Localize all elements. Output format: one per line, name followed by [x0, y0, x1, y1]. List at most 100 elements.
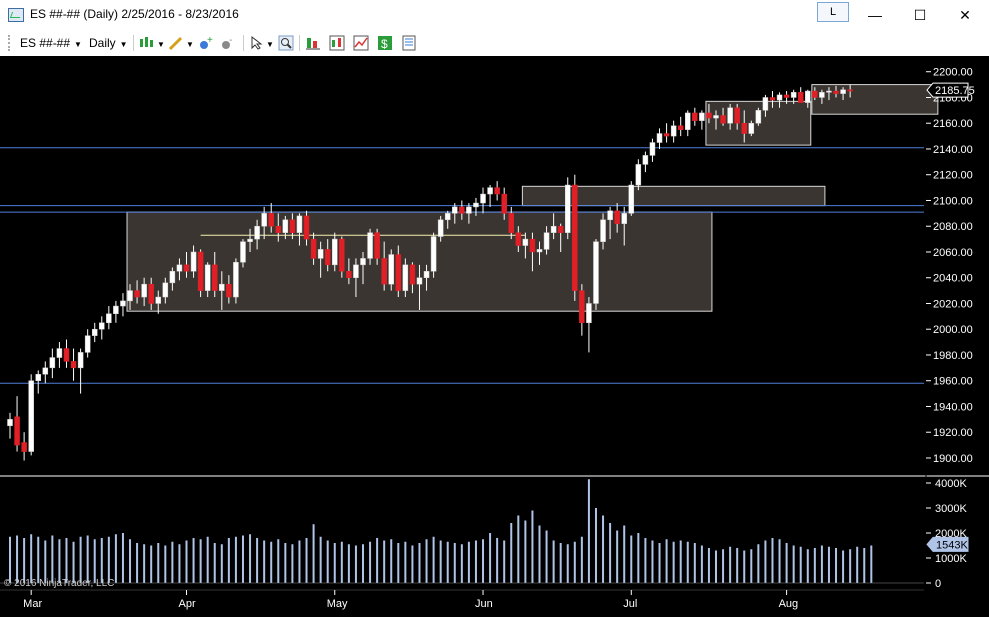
candle-body — [21, 442, 27, 452]
add-indicator-icon[interactable]: + — [198, 35, 214, 51]
data-series-icon[interactable] — [305, 35, 321, 51]
drawing-tool-icon[interactable] — [168, 35, 184, 51]
volume-bar — [9, 536, 11, 583]
candle-body — [261, 213, 267, 227]
volume-bar — [573, 541, 576, 583]
price-tick-label: 1940.00 — [933, 401, 973, 413]
candle-body — [332, 238, 338, 266]
strategies-icon[interactable] — [353, 35, 369, 51]
toolbar: ES ##-## ▼ Daily ▼ ▼ ▼ + - ▼ $ — [0, 30, 989, 56]
volume-bar — [623, 525, 626, 583]
candle-body — [169, 271, 176, 284]
candle-body — [769, 97, 776, 101]
chevron-down-icon[interactable]: ▼ — [186, 40, 194, 49]
candle-body — [70, 361, 77, 369]
candle-body — [353, 264, 359, 278]
volume-bar — [453, 543, 456, 583]
candle-body — [713, 115, 719, 119]
candle-body — [197, 251, 204, 291]
price-tick-label: 2100.00 — [933, 195, 973, 207]
candle-body — [699, 112, 705, 121]
volume-bar — [129, 539, 132, 583]
candle-body — [275, 225, 282, 233]
candle-body — [63, 348, 70, 362]
volume-bar — [114, 534, 117, 583]
volume-bar — [778, 539, 781, 583]
volume-bar — [524, 520, 527, 583]
volume-bar — [65, 538, 68, 583]
chevron-down-icon[interactable]: ▼ — [266, 40, 274, 49]
volume-bar — [602, 515, 605, 583]
properties-icon[interactable] — [401, 35, 417, 51]
volume-bar — [482, 539, 485, 583]
candle-body — [452, 206, 458, 214]
price-tick-label: 2140.00 — [933, 144, 973, 156]
chart-panel[interactable]: 1900.00 1920.00 1940.00 1960.00 1980.00 2000.… — [0, 56, 989, 617]
price-tick-label: 2040.00 — [933, 273, 973, 285]
volume-bar — [249, 534, 252, 583]
cursor-icon[interactable] — [249, 35, 265, 51]
candle-body — [621, 213, 627, 224]
volume-bar — [870, 545, 873, 583]
candle-body — [543, 232, 550, 250]
price-chart[interactable]: 1900.00 1920.00 1940.00 1960.00 1980.00 2000.… — [0, 56, 989, 617]
candle-body — [762, 97, 769, 111]
volume-bar — [580, 536, 583, 583]
volume-bar — [291, 544, 294, 583]
zoom-icon[interactable] — [278, 35, 294, 51]
volume-bar — [23, 538, 26, 583]
candle-body — [437, 219, 444, 237]
volume-bar — [510, 523, 513, 583]
volume-bar — [30, 534, 33, 583]
volume-bar — [206, 536, 209, 583]
price-tick-label: 2080.00 — [933, 221, 973, 233]
maximize-button[interactable]: ☐ — [913, 7, 927, 23]
volume-bar — [545, 530, 548, 583]
instrument-label: ES ##-## — [20, 36, 71, 50]
link-button[interactable]: L — [817, 2, 849, 22]
volume-bar — [651, 540, 654, 583]
volume-bar — [835, 548, 838, 583]
candle-body — [536, 249, 543, 253]
volume-bar — [418, 543, 421, 583]
volume-tick-label: 4000K — [935, 478, 967, 490]
volume-bar — [743, 550, 746, 583]
volume-bar — [362, 544, 364, 583]
chevron-down-icon[interactable]: ▼ — [157, 40, 165, 49]
interval-selector[interactable]: Daily ▼ — [89, 36, 128, 50]
candle-body — [480, 193, 486, 204]
toolbar-separator — [299, 35, 300, 51]
candle-body — [219, 283, 225, 291]
volume-bar — [827, 546, 830, 583]
volume-bar — [722, 549, 725, 583]
time-tick-label: Jul — [623, 598, 637, 610]
candle-body — [303, 215, 310, 240]
volume-bar — [792, 545, 795, 583]
candle-body — [190, 251, 197, 272]
close-button[interactable]: ✕ — [959, 7, 971, 23]
volume-bar — [700, 545, 703, 583]
candle-body — [522, 238, 529, 246]
volume-bar — [383, 540, 386, 583]
toolbar-grip[interactable] — [8, 35, 12, 51]
volume-bar — [842, 550, 845, 583]
candle-body — [127, 290, 133, 302]
money-icon[interactable]: $ — [377, 35, 393, 51]
volume-bar — [594, 508, 597, 583]
candle-body — [593, 241, 599, 304]
volume-bar — [863, 548, 866, 583]
volume-bar — [284, 543, 287, 583]
instrument-selector[interactable]: ES ##-## ▼ — [20, 36, 82, 50]
candle-body — [388, 254, 394, 285]
indicators-icon[interactable] — [329, 35, 345, 51]
minimize-button[interactable]: — — [868, 7, 882, 23]
candle-body — [254, 225, 260, 240]
price-tick-label: 2060.00 — [933, 247, 973, 259]
candle-body — [515, 232, 522, 246]
volume-bar — [347, 544, 350, 583]
volume-bar — [58, 539, 61, 583]
candle-body — [656, 133, 663, 143]
strategy-icon[interactable]: - — [220, 35, 236, 51]
bar-style-icon[interactable] — [139, 35, 155, 51]
volume-bar — [199, 539, 202, 583]
